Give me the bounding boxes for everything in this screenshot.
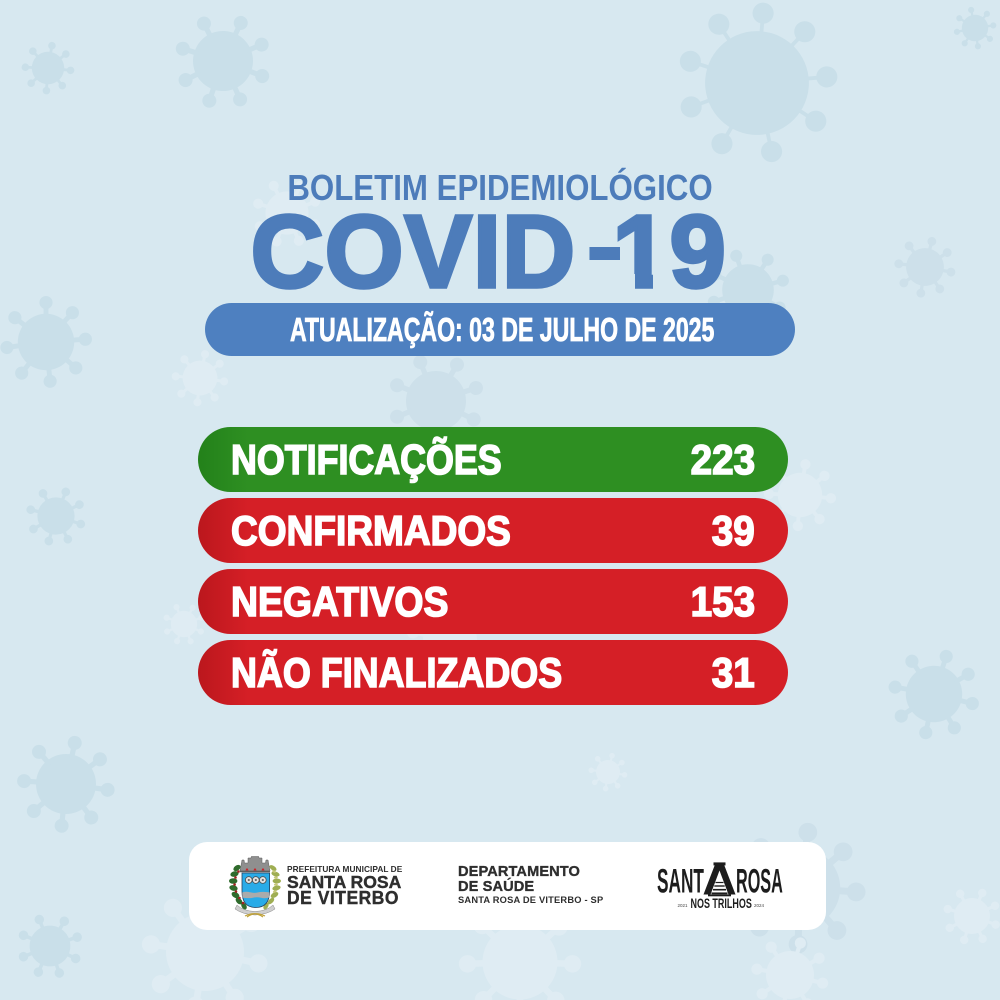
svg-text:2024: 2024 bbox=[754, 903, 765, 908]
svg-text:2021: 2021 bbox=[678, 903, 689, 908]
svg-text:NOS TRILHOS: NOS TRILHOS bbox=[691, 897, 753, 911]
svg-text:SANT: SANT bbox=[657, 862, 704, 900]
svg-text:ROSA: ROSA bbox=[736, 862, 783, 900]
